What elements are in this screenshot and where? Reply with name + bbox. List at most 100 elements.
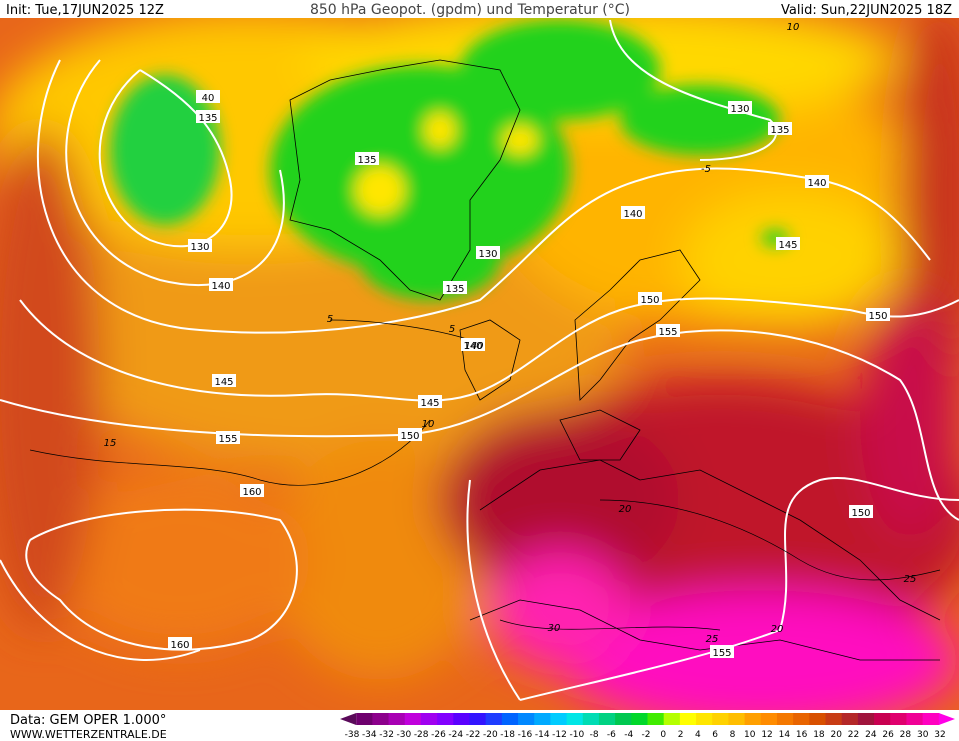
colorbar-label: 18 xyxy=(813,730,825,740)
contour-label-box xyxy=(805,175,829,188)
colorbar-swatch xyxy=(712,713,729,725)
contour-label: 30 xyxy=(548,623,561,634)
colorbar-swatch xyxy=(679,713,697,725)
colorbar-label: 22 xyxy=(848,730,859,740)
colorbar-swatch xyxy=(615,713,632,725)
colorbar-swatch xyxy=(744,713,762,725)
colorbar-label: -24 xyxy=(448,730,463,740)
colorbar-label: 24 xyxy=(865,730,877,740)
colorbar-swatch xyxy=(728,713,746,725)
contour-label-box xyxy=(398,428,422,441)
colorbar-label: -6 xyxy=(607,730,616,740)
colorbar-label: 14 xyxy=(779,730,791,740)
contour-label: 160 xyxy=(170,640,189,651)
colorbar-swatch xyxy=(356,713,373,725)
colorbar-arrow xyxy=(938,713,955,725)
contour-label: 5 xyxy=(327,314,333,325)
colorbar-swatch xyxy=(825,713,843,725)
header-bar xyxy=(0,0,959,18)
contour-label: 130 xyxy=(190,242,209,253)
contour-label: 140 xyxy=(464,341,483,352)
contour-label-box xyxy=(196,110,220,123)
contour-label: 135 xyxy=(445,284,464,295)
colorbar-label: -30 xyxy=(397,730,412,740)
contour-label-box xyxy=(212,374,236,387)
contour-label: 150 xyxy=(640,295,659,306)
contour-label-box xyxy=(355,152,379,165)
colorbar-swatch xyxy=(566,713,584,725)
contour-label: 40 xyxy=(202,93,215,104)
contour-label: 140 xyxy=(211,281,230,292)
contour-label-box xyxy=(638,292,662,305)
colorbar-label: 20 xyxy=(831,730,843,740)
colorbar-swatch xyxy=(890,713,907,725)
colorbar-label: 16 xyxy=(796,730,808,740)
colorbar-label: 12 xyxy=(761,730,772,740)
colorbar-swatch xyxy=(857,713,875,725)
contour-label-box xyxy=(443,281,467,294)
init-time: Init: Tue,17JUN2025 12Z xyxy=(6,3,164,18)
contour-label-box xyxy=(188,239,212,252)
colorbar-swatch xyxy=(663,713,681,725)
colorbar-label: -8 xyxy=(590,730,599,740)
contour-label-box xyxy=(476,246,500,259)
contour-label: 160 xyxy=(242,487,261,498)
contour-label-box xyxy=(621,206,645,219)
colorbar-label: 0 xyxy=(660,730,666,740)
colorbar-swatch xyxy=(760,713,778,725)
data-source: Data: GEM OPER 1.000° xyxy=(10,713,166,728)
colorbar-swatch xyxy=(647,713,665,725)
contour-label-box xyxy=(656,324,680,337)
colorbar: -38 -34 -32 -30 -28 -26 -24 -22 -20 -18 -16 -14 -12-… xyxy=(340,713,955,740)
colorbar-swatch xyxy=(922,713,940,725)
contour-label: 135 xyxy=(198,113,217,124)
contour-label: 25 xyxy=(904,574,917,585)
colorbar-swatch xyxy=(631,713,648,725)
colorbar-swatch xyxy=(776,713,794,725)
colorbar-label: 32 xyxy=(934,730,945,740)
contour-label-box xyxy=(196,90,220,103)
contour-label-box xyxy=(240,484,264,497)
contour-label-box xyxy=(168,637,192,650)
contour-label: 145 xyxy=(214,377,233,388)
valid-time: Valid: Sun,22JUN2025 18Z xyxy=(781,3,952,18)
colorbar-swatch xyxy=(372,713,390,725)
colorbar-swatch xyxy=(420,713,438,725)
contour-label-box xyxy=(768,122,792,135)
contour-label: 145 xyxy=(420,398,439,409)
colorbar-label: 10 xyxy=(744,730,756,740)
colorbar-swatch xyxy=(793,713,810,725)
colorbar-swatch xyxy=(598,713,616,725)
contour-label: 130 xyxy=(730,104,749,115)
colorbar-label: 26 xyxy=(882,730,894,740)
colorbar-swatch xyxy=(518,713,535,725)
contour-label: 155 xyxy=(218,434,237,445)
colorbar-swatch xyxy=(534,713,551,725)
colorbar-swatch xyxy=(874,713,891,725)
colorbar-label: -12 xyxy=(552,730,567,740)
contour-label-box xyxy=(710,645,734,658)
contour-label: 130 xyxy=(478,249,497,260)
contour-label-box xyxy=(461,338,485,351)
contour-label: 135 xyxy=(357,155,376,166)
colorbar-swatch xyxy=(550,713,568,725)
colorbar-swatch xyxy=(388,713,406,725)
colorbar-label: -22 xyxy=(466,730,481,740)
colorbar-swatch xyxy=(453,713,470,725)
contour-label: 150 xyxy=(868,311,887,322)
colorbar-label: -20 xyxy=(483,730,498,740)
colorbar-swatch xyxy=(841,713,859,725)
colorbar-label: -10 xyxy=(569,730,584,740)
contour-label: 155 xyxy=(658,327,677,338)
colorbar-arrow xyxy=(340,713,357,725)
contour-label: 140 xyxy=(807,178,826,189)
colorbar-label: -14 xyxy=(535,730,550,740)
contour-label: -5 xyxy=(701,164,711,175)
colorbar-swatch xyxy=(696,713,713,725)
colorbar-label: -38 xyxy=(345,730,360,740)
colorbar-label: -28 xyxy=(414,730,429,740)
colorbar-swatch xyxy=(501,713,519,725)
contour-label-box xyxy=(216,431,240,444)
